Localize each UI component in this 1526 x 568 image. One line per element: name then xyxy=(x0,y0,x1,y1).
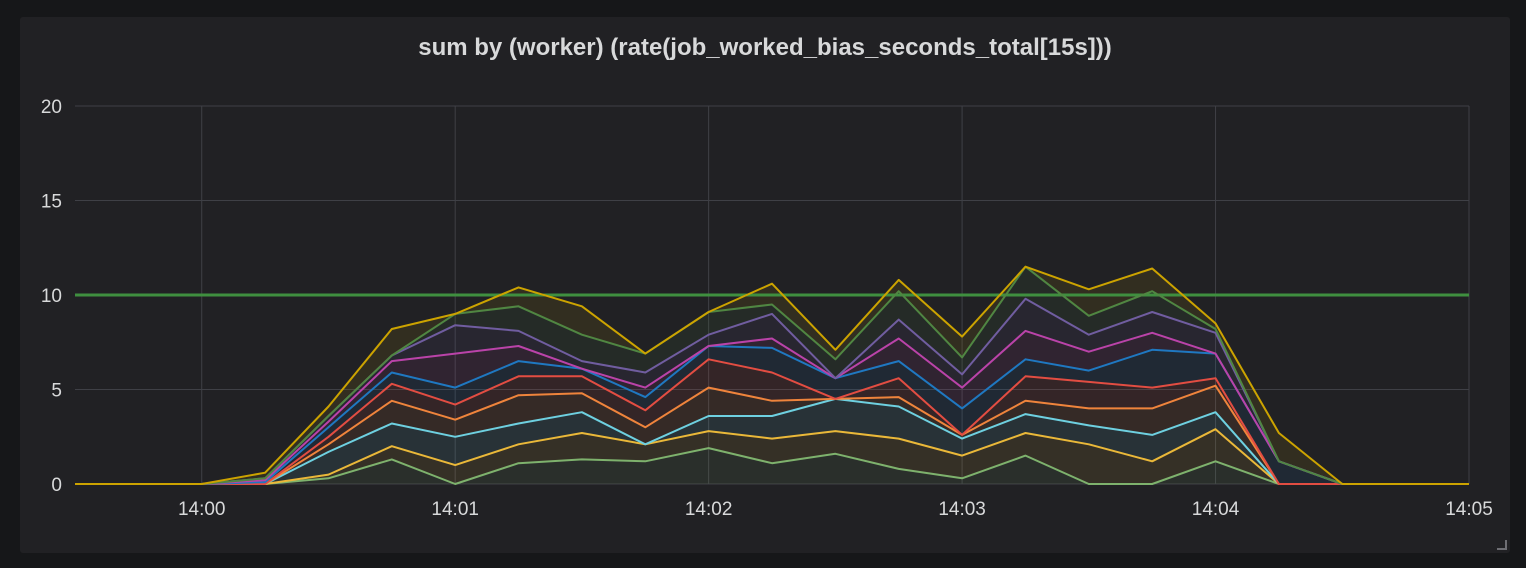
x-tick-label: 14:05 xyxy=(1445,499,1493,520)
series-line[interactable] xyxy=(75,265,1469,485)
series-line[interactable] xyxy=(75,265,1469,485)
y-tick-label: 5 xyxy=(51,381,62,402)
x-tick-label: 14:02 xyxy=(685,499,733,520)
series-line[interactable] xyxy=(75,384,1469,485)
resize-handle-icon[interactable] xyxy=(1497,540,1507,550)
y-tick-label: 0 xyxy=(51,475,62,496)
y-tick-label: 15 xyxy=(41,192,62,213)
graph-panel: sum by (worker) (rate(job_worked_bias_se… xyxy=(20,17,1510,553)
series-area-fill xyxy=(75,330,1469,484)
series-line[interactable] xyxy=(75,358,1469,485)
series-line[interactable] xyxy=(75,428,1469,485)
line-chart[interactable]: 0 5 10 15 20 14:00 14:01 14:02 14:03 14:04 14:05 xyxy=(20,17,1510,553)
series-line[interactable] xyxy=(75,329,1469,485)
x-tick-label: 14:04 xyxy=(1192,499,1240,520)
y-tick-label: 20 xyxy=(41,97,62,118)
series-area-fill xyxy=(75,429,1469,484)
x-tick-label: 14:03 xyxy=(938,499,986,520)
series-line[interactable] xyxy=(75,447,1469,485)
series-area-fill xyxy=(75,359,1469,484)
panel-title[interactable]: sum by (worker) (rate(job_worked_bias_se… xyxy=(418,34,1112,61)
series-area-fill xyxy=(75,448,1469,484)
series-area-fill xyxy=(75,266,1469,484)
x-tick-label: 14:01 xyxy=(431,499,479,520)
x-tick-label: 14:00 xyxy=(178,499,226,520)
series-area-fill xyxy=(75,298,1469,484)
series-line[interactable] xyxy=(75,397,1469,485)
y-tick-label: 10 xyxy=(41,286,62,307)
